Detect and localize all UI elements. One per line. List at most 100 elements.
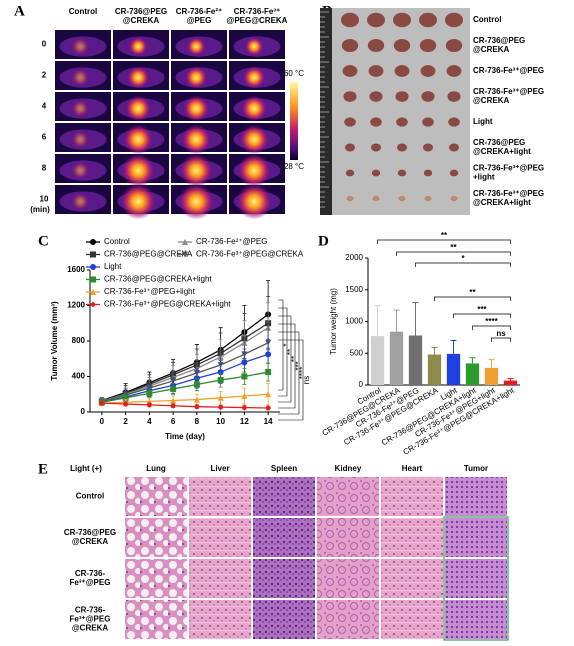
row-label: 2 — [42, 71, 47, 80]
tumor — [393, 38, 411, 53]
label: CR-736-Fe³⁺@PEG — [473, 164, 544, 173]
significance: ** — [290, 356, 299, 362]
significance: ns — [496, 329, 506, 338]
hotspot — [241, 95, 268, 122]
y-tick-label: 0 — [359, 380, 364, 389]
error-bar — [507, 378, 514, 381]
tumor — [423, 169, 433, 177]
tumor — [421, 91, 435, 102]
bar — [370, 336, 385, 385]
tumor — [397, 143, 407, 152]
tumor — [423, 143, 433, 152]
label: Light — [473, 117, 493, 126]
histology-image — [253, 559, 315, 598]
legend-label: CR-736-Fe³⁺@PEG+light — [104, 287, 196, 296]
tumor — [397, 169, 407, 177]
label: CR-736- — [75, 606, 106, 615]
bracket — [278, 323, 296, 409]
panel-letter: C — [38, 233, 49, 249]
tumor — [343, 91, 357, 102]
label: CR-736-Fe³⁺ — [234, 7, 280, 16]
error-bar — [450, 340, 457, 354]
tumor — [341, 12, 359, 28]
y-tick-label: 2000 — [345, 253, 363, 262]
bracket — [415, 262, 511, 267]
label: CR-736@PEG — [473, 36, 525, 45]
series-line — [101, 313, 269, 402]
histology-image — [445, 600, 507, 639]
histology-image — [381, 600, 443, 639]
hotspot — [184, 66, 208, 89]
label: Control — [76, 492, 104, 501]
tumor — [393, 12, 411, 28]
tumor — [370, 117, 382, 127]
marker — [265, 351, 272, 358]
significance: ** — [441, 231, 448, 240]
error-bar — [469, 357, 476, 364]
legend-marker — [182, 239, 188, 245]
bracket — [278, 339, 304, 421]
marker — [265, 391, 272, 398]
hotspot — [181, 124, 212, 155]
bracket — [491, 337, 511, 342]
tumor — [346, 195, 354, 202]
colorbar-label: 28 °C — [284, 162, 304, 171]
histology-image — [189, 477, 251, 516]
error-bar — [431, 347, 438, 355]
legend-label: CR-736@PEG@CREKA+light — [104, 275, 212, 284]
marker — [146, 401, 153, 408]
hotspot — [183, 95, 210, 122]
label: Control — [473, 15, 501, 24]
hotspot — [120, 183, 157, 220]
y-tick-label: 400 — [72, 372, 86, 381]
hotspot — [236, 183, 273, 220]
x-axis-label: Time (day) — [165, 432, 205, 441]
label: CR-736@PEG — [473, 138, 525, 147]
error-bar — [412, 301, 419, 336]
bracket — [434, 296, 511, 301]
histology-image — [125, 600, 187, 639]
label: Fe³⁺@PEG — [70, 578, 111, 587]
tumor — [372, 195, 380, 202]
legend-marker — [90, 276, 96, 283]
hotspot — [179, 153, 213, 188]
label: @PEG — [187, 16, 212, 25]
hotspot — [71, 99, 90, 118]
hotspot — [123, 124, 154, 155]
histology-image — [125, 518, 187, 557]
tumor — [422, 117, 434, 127]
x-tick-label: 12 — [240, 417, 249, 426]
histology-image — [445, 518, 507, 557]
photo — [320, 8, 470, 215]
significance: * — [282, 343, 291, 346]
tumor — [341, 38, 359, 53]
histology-image — [189, 518, 251, 557]
marker — [193, 381, 200, 388]
bar — [408, 335, 423, 385]
bar — [446, 353, 461, 385]
y-tick-label: 800 — [72, 336, 86, 345]
histology-image — [317, 600, 379, 639]
tumor — [367, 12, 385, 28]
hotspot — [121, 153, 155, 188]
histology-image — [253, 518, 315, 557]
y-axis-label: Tumor Volume (mm³) — [50, 301, 59, 381]
marker — [217, 404, 224, 411]
row-label: 4 — [42, 102, 47, 111]
histology-image — [125, 477, 187, 516]
histology-image — [253, 600, 315, 639]
label: @CREKA — [72, 624, 108, 633]
tumor — [398, 195, 406, 202]
marker — [122, 394, 129, 401]
hotspot — [125, 95, 152, 122]
legend-label: CR-736-Fe³⁺@PEG@CREKA+light — [104, 300, 231, 309]
error-bar — [374, 305, 381, 337]
tumor — [395, 91, 409, 102]
label: @CREKA — [473, 45, 509, 54]
colorbar-label: 60 °C — [284, 69, 304, 78]
series-line — [101, 393, 269, 404]
tumor — [394, 65, 410, 77]
marker — [241, 404, 248, 411]
label: CR-736-Fe³⁺@PEG — [473, 66, 544, 75]
marker — [193, 396, 200, 403]
